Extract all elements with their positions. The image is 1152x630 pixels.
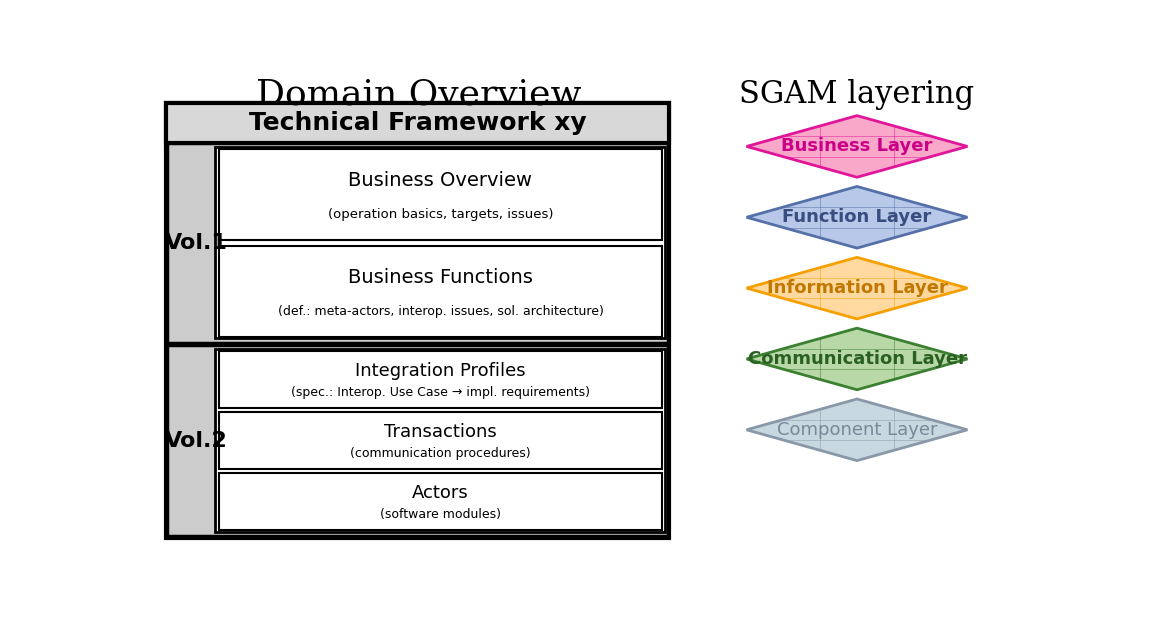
Polygon shape — [746, 399, 968, 461]
Text: (software modules): (software modules) — [380, 508, 501, 521]
Text: Information Layer: Information Layer — [766, 279, 947, 297]
FancyBboxPatch shape — [166, 103, 669, 537]
Text: (def.: meta-actors, interop. issues, sol. architecture): (def.: meta-actors, interop. issues, sol… — [278, 305, 604, 318]
FancyBboxPatch shape — [219, 246, 661, 336]
Text: Function Layer: Function Layer — [782, 209, 932, 226]
Text: Business Functions: Business Functions — [348, 268, 533, 287]
Text: SGAM layering: SGAM layering — [740, 79, 975, 110]
Text: Business Layer: Business Layer — [781, 137, 933, 156]
Text: Business Overview: Business Overview — [348, 171, 532, 190]
FancyBboxPatch shape — [215, 147, 665, 338]
Polygon shape — [746, 257, 968, 319]
Polygon shape — [746, 116, 968, 177]
Polygon shape — [746, 328, 968, 390]
Text: Component Layer: Component Layer — [776, 421, 938, 439]
Text: (spec.: Interop. Use Case → impl. requirements): (spec.: Interop. Use Case → impl. requir… — [291, 386, 590, 399]
FancyBboxPatch shape — [215, 349, 665, 532]
FancyBboxPatch shape — [167, 345, 668, 536]
FancyBboxPatch shape — [167, 142, 668, 343]
Text: Domain Overview: Domain Overview — [257, 78, 582, 112]
Text: Technical Framework xy: Technical Framework xy — [249, 111, 586, 135]
Text: Actors: Actors — [412, 484, 469, 502]
Text: Vol.1: Vol.1 — [165, 232, 228, 253]
Text: Transactions: Transactions — [384, 423, 497, 441]
FancyBboxPatch shape — [219, 473, 661, 530]
Text: (communication procedures): (communication procedures) — [350, 447, 531, 460]
Text: Vol.2: Vol.2 — [166, 430, 228, 450]
FancyBboxPatch shape — [219, 351, 661, 408]
FancyBboxPatch shape — [219, 412, 661, 469]
FancyBboxPatch shape — [166, 103, 669, 142]
Text: Integration Profiles: Integration Profiles — [355, 362, 525, 380]
FancyBboxPatch shape — [219, 149, 661, 239]
Polygon shape — [746, 186, 968, 248]
Text: (operation basics, targets, issues): (operation basics, targets, issues) — [327, 208, 553, 220]
Text: Communication Layer: Communication Layer — [748, 350, 967, 368]
